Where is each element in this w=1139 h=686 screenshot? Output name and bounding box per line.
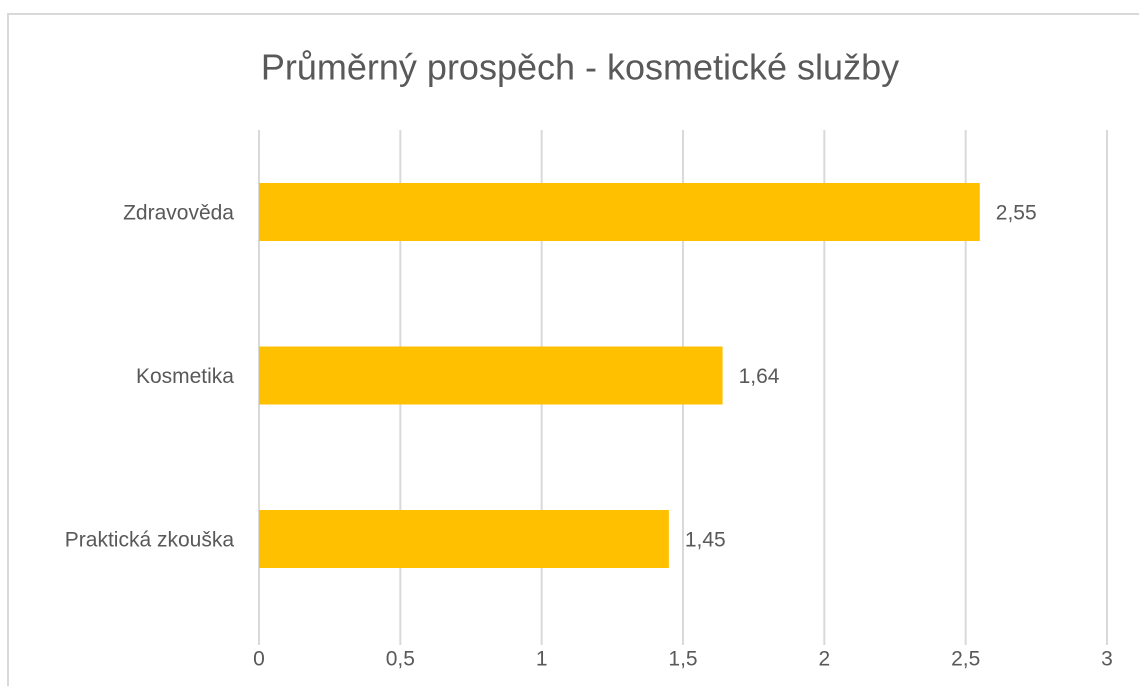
y-tick-label: Zdravověda	[123, 202, 234, 225]
data-label: 1,45	[685, 529, 726, 552]
x-tick-label: 0	[253, 648, 265, 671]
x-tick-label: 3	[1101, 648, 1113, 671]
x-tick-label: 0,5	[386, 648, 415, 671]
chart-title: Průměrný prospěch - kosmetické služby	[261, 47, 899, 88]
bar	[259, 510, 669, 568]
x-tick-label: 1	[536, 648, 548, 671]
data-label: 2,55	[996, 202, 1037, 225]
x-tick-label: 2	[818, 648, 830, 671]
y-tick-label: Praktická zkouška	[65, 529, 235, 552]
bar	[259, 346, 723, 405]
x-tick-label: 1,5	[668, 648, 697, 671]
y-tick-label: Kosmetika	[136, 365, 234, 388]
data-label: 1,64	[739, 365, 780, 388]
bar	[259, 183, 980, 241]
x-tick-label: 2,5	[951, 648, 980, 671]
